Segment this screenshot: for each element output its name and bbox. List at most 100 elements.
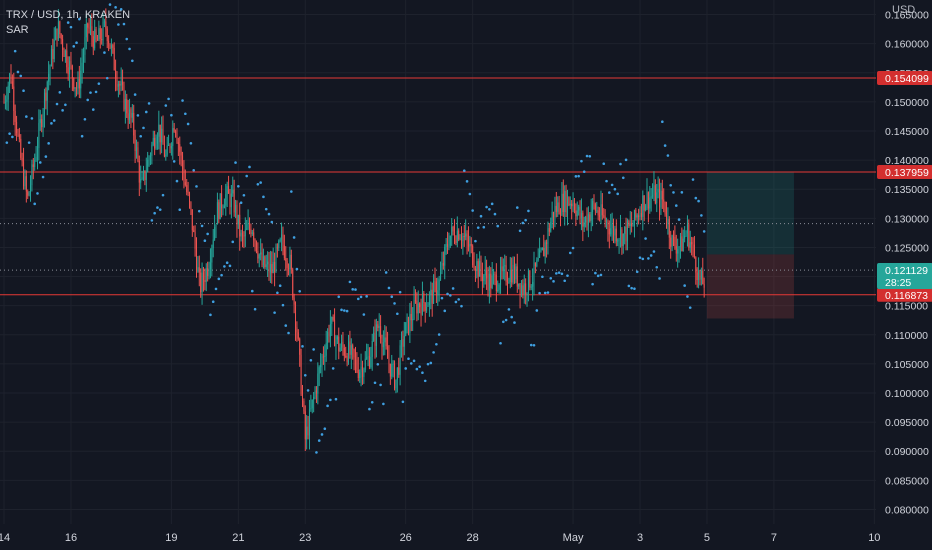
candle-body [200, 272, 202, 293]
sar-dot [128, 47, 131, 51]
candle-body [204, 280, 206, 282]
candle-body [575, 210, 577, 217]
candle-body [389, 363, 391, 377]
candle-body [693, 244, 695, 258]
sar-dot [41, 175, 45, 179]
candle-body [696, 272, 698, 280]
sar-dot [409, 362, 413, 365]
candle-body [308, 409, 310, 436]
candle-body [455, 240, 457, 244]
candle-body [642, 195, 644, 217]
sar-dot [596, 274, 600, 278]
candle-body [348, 341, 350, 363]
candle-body [216, 202, 218, 225]
candle-body [218, 202, 220, 220]
time-axis[interactable]: 14 16 19 21 23 26 28 May 3 5 7 10 [0, 532, 880, 544]
sar-dot [421, 371, 424, 374]
candle-body [211, 248, 213, 263]
price-tick-label: 0.095000 [885, 417, 929, 429]
sar-dot [446, 292, 449, 296]
candle-body [702, 270, 704, 285]
candle-body [502, 266, 504, 272]
candle-body [55, 28, 57, 40]
candle-body [343, 347, 345, 356]
sar-dot [189, 142, 193, 145]
sar-dot [139, 134, 143, 138]
sar-dot [200, 224, 204, 228]
time-tick-label: 10 [868, 532, 880, 544]
price-axis[interactable]: 0.080000 0.085000 0.090000 0.095000 0.100000… [885, 10, 929, 517]
candle-body [553, 211, 555, 218]
candle-body [635, 210, 637, 218]
candle-body [410, 313, 412, 321]
sar-dot [239, 201, 243, 205]
symbol-title[interactable]: TRX / USD, 1h, KRAKEN [6, 9, 131, 21]
sar-dot [396, 312, 399, 316]
candle-body [288, 267, 290, 270]
candle-body [375, 324, 377, 346]
sar-dot [52, 119, 56, 122]
candle-body [611, 224, 613, 229]
time-tick-label: 23 [299, 532, 311, 544]
candle-body [318, 367, 320, 374]
sar-dot [488, 207, 491, 211]
sar-dot [482, 225, 486, 229]
candle-body [488, 273, 490, 291]
candle-body [402, 339, 404, 347]
candle-body [122, 81, 124, 85]
sar-dot [418, 365, 421, 368]
candle-body [272, 261, 274, 274]
candle-body [394, 363, 396, 389]
candle-body [299, 338, 301, 355]
level-badge-text: 0.154099 [885, 73, 929, 85]
candle-body [626, 221, 628, 242]
candle-body [405, 322, 407, 336]
sar-dot [119, 8, 123, 11]
candle-body [679, 236, 681, 248]
candle-body [88, 27, 90, 29]
candle-body [89, 26, 91, 28]
candle-body [526, 293, 528, 295]
candle-body [373, 332, 375, 341]
candle-body [21, 157, 23, 162]
candle-body [317, 373, 319, 394]
candle-body [247, 223, 249, 229]
sar-dot [276, 291, 279, 295]
sar-dot [273, 311, 276, 314]
sar-dot [412, 359, 416, 363]
price-tick-label: 0.140000 [885, 155, 929, 167]
sar-dot [451, 287, 455, 290]
candle-body [322, 356, 324, 358]
position-tool[interactable] [706, 171, 794, 319]
sar-dot [435, 342, 438, 346]
candle-body [96, 39, 98, 41]
candle-body [20, 138, 22, 158]
candle-body [440, 272, 442, 280]
sar-dot [641, 257, 645, 261]
price-tick-label: 0.135000 [885, 184, 929, 196]
candle-body [67, 67, 69, 75]
sar-dot [663, 144, 667, 147]
candle-body [278, 240, 280, 248]
candle-body [434, 280, 436, 282]
sar-dot [513, 321, 516, 324]
candle-body [208, 269, 210, 276]
candle-body [361, 366, 363, 377]
candle-body [41, 119, 43, 128]
candle-body [84, 37, 86, 55]
candle-body [147, 159, 149, 172]
candle-body [11, 81, 13, 87]
candle-body [165, 154, 167, 157]
sar-dot [568, 251, 572, 255]
sar-dot [16, 70, 20, 74]
candle-body [509, 269, 511, 283]
indicator-label[interactable]: SAR [6, 24, 29, 36]
candle-body [529, 270, 531, 288]
candle-body [131, 112, 133, 118]
price-tick-label: 0.130000 [885, 213, 929, 225]
candle-body [459, 238, 461, 240]
currency-label[interactable]: USD [892, 4, 916, 16]
candle-body [275, 247, 277, 273]
sar-dot [571, 246, 575, 250]
